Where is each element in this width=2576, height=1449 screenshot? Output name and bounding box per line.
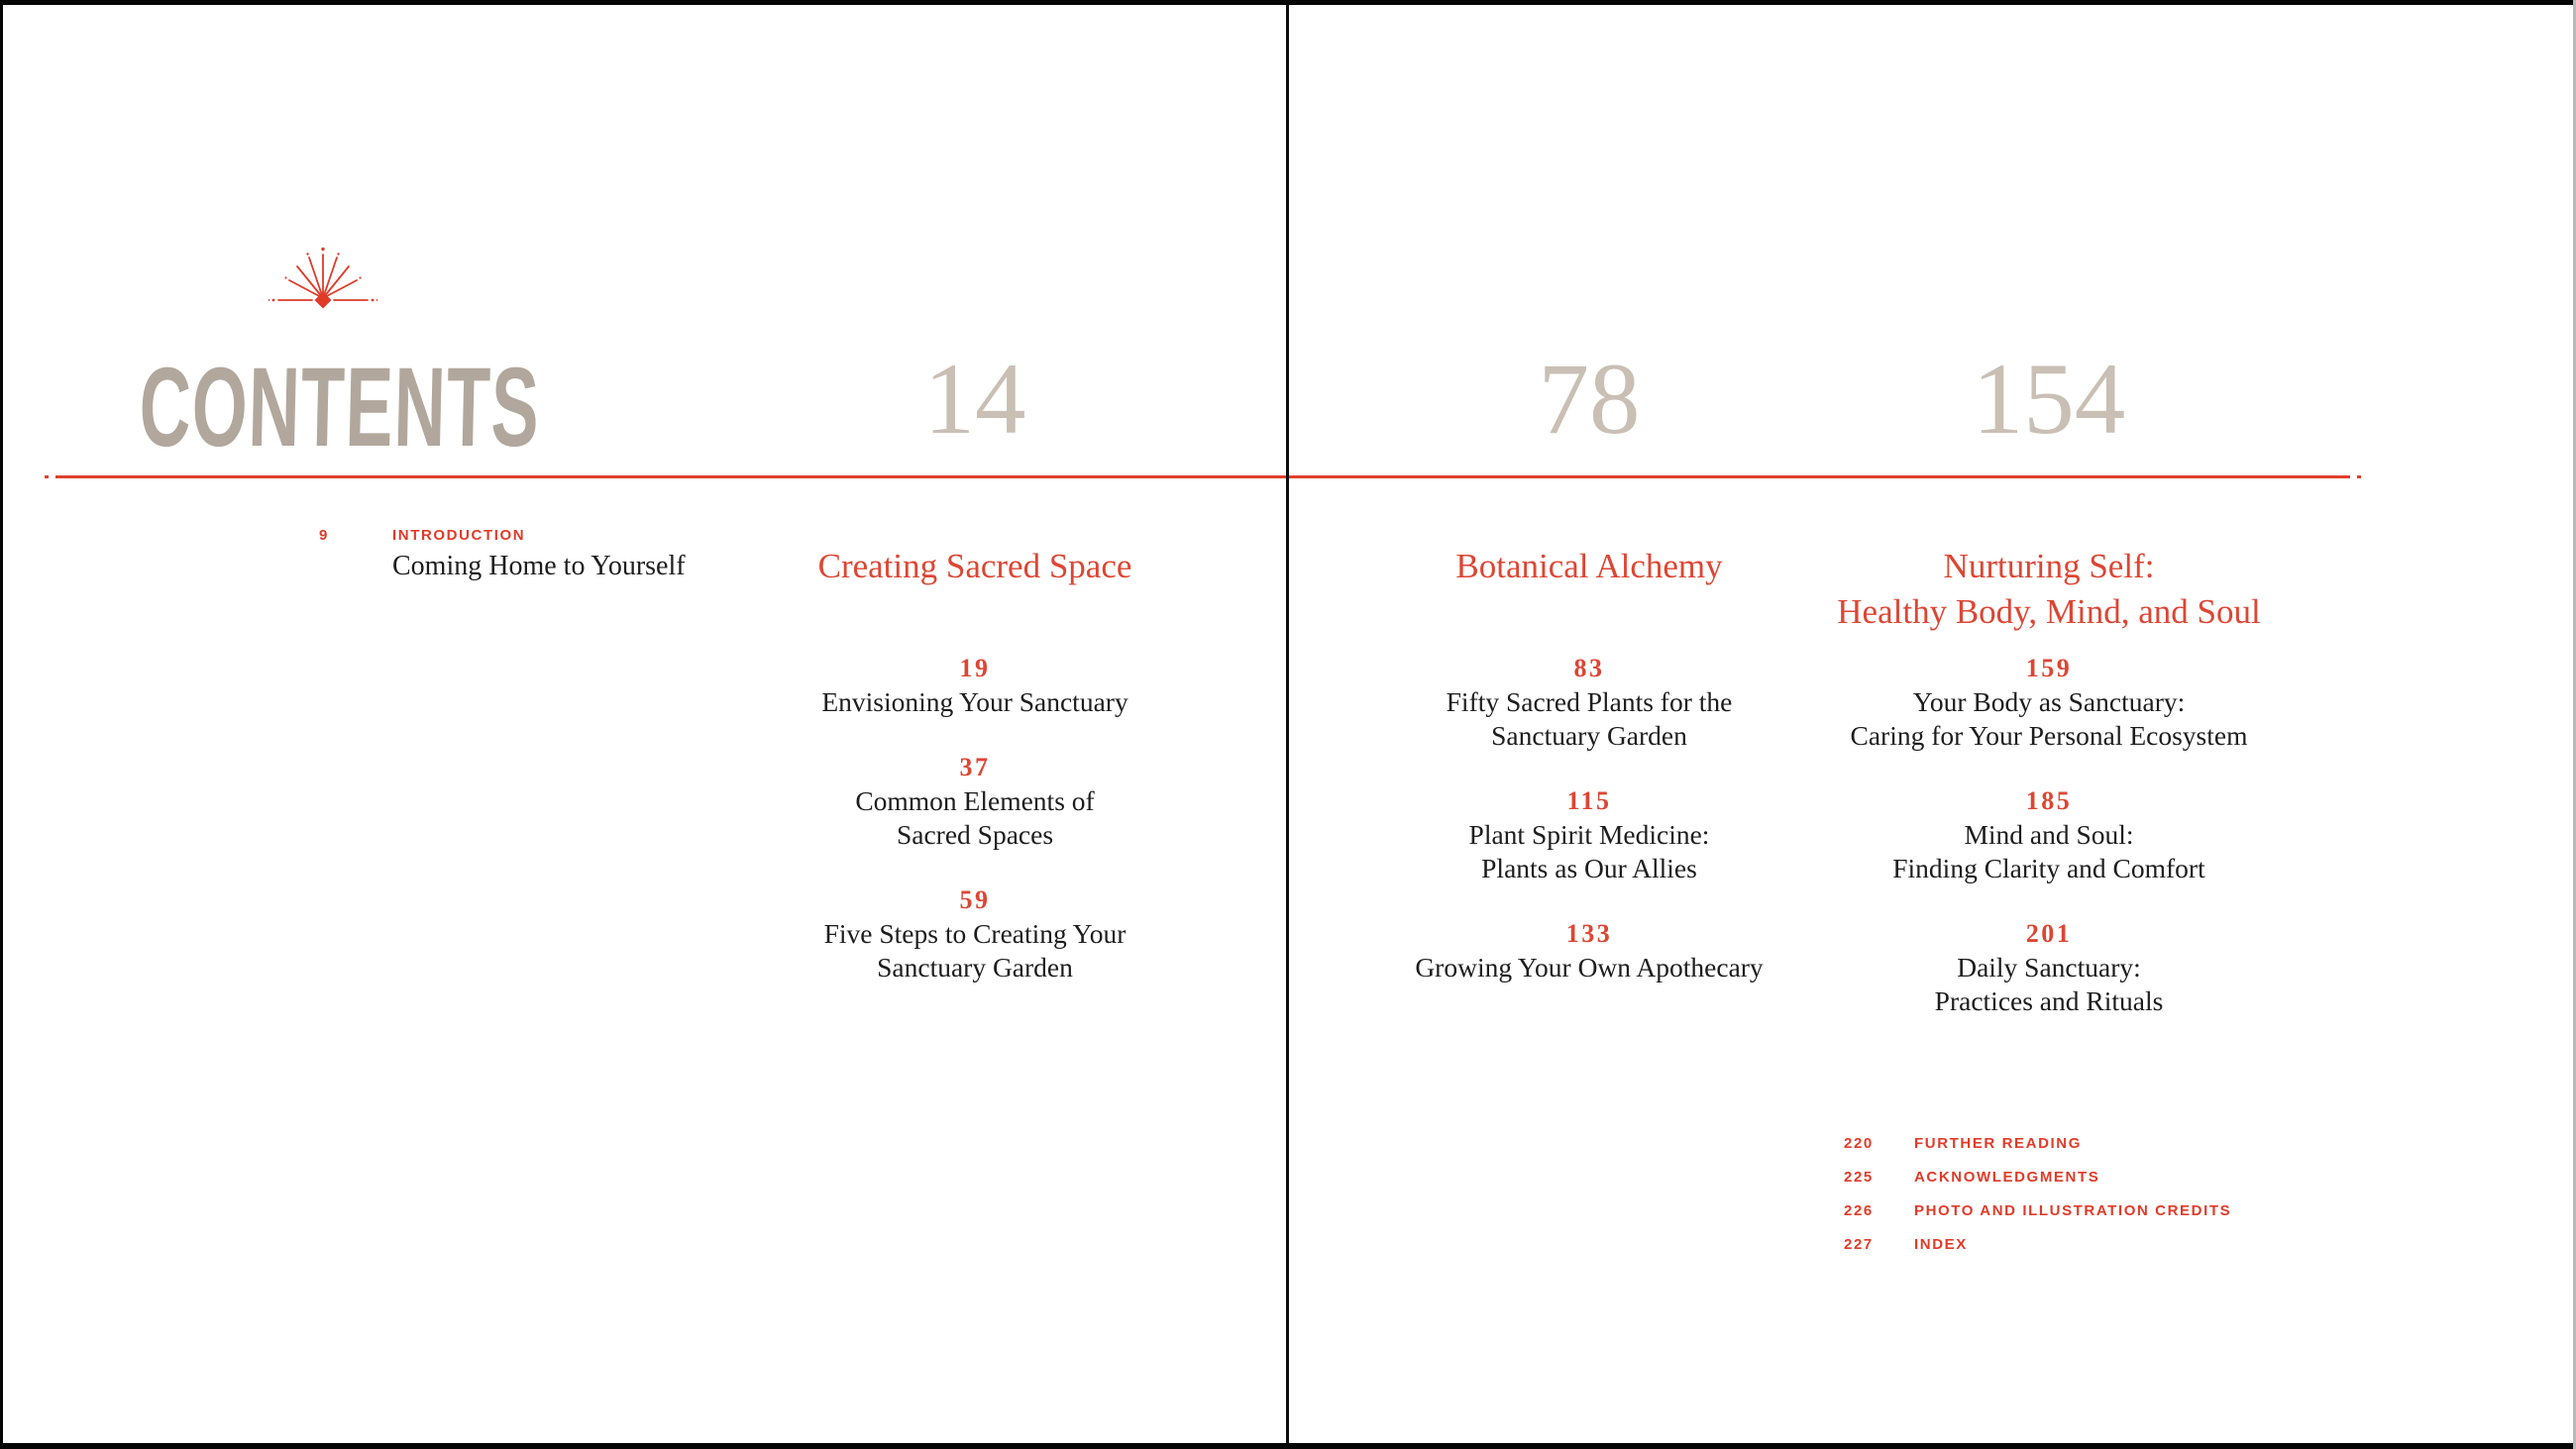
entry-title-line: Sanctuary Garden bbox=[877, 952, 1073, 983]
entry-page-number: 59 bbox=[959, 885, 991, 914]
chapter-entries: 83 Fifty Sacred Plants for the Sanctuary G… bbox=[1272, 652, 1906, 1016]
intro-title: Coming Home to Yourself bbox=[392, 551, 686, 581]
entry-title-line: Caring for Your Personal Ecosystem bbox=[1850, 720, 2248, 751]
scan-edge-right bbox=[2573, 0, 2576, 1449]
sunburst-icon bbox=[268, 247, 378, 309]
scan-edge-top bbox=[0, 0, 2576, 5]
entry-page-number: 115 bbox=[1566, 786, 1612, 815]
entry-title-line: Plants as Our Allies bbox=[1481, 853, 1697, 883]
scan-edge-left bbox=[0, 0, 3, 1449]
chapter-title-line: Creating Sacred Space bbox=[817, 547, 1132, 585]
chapter-number: 14 bbox=[923, 343, 1026, 456]
chapter-title-line: Nurturing Self: bbox=[1943, 547, 2155, 585]
chapter-number: 154 bbox=[1972, 343, 2126, 456]
backmatter-page-number: 226 bbox=[1844, 1202, 1874, 1219]
toc-entry: 115 Plant Spirit Medicine: Plants as Our A… bbox=[1272, 784, 1906, 885]
toc-entry: 201 Daily Sanctuary: Practices and Rituals bbox=[1732, 917, 2366, 1018]
backmatter-page-number: 225 bbox=[1844, 1169, 1874, 1186]
entry-title-line: Practices and Rituals bbox=[1934, 985, 2164, 1016]
entry-page-number: 37 bbox=[959, 753, 991, 781]
chapter-column: Botanical Alchemy bbox=[1272, 544, 1906, 589]
toc-entry: 185 Mind and Soul: Finding Clarity and Com… bbox=[1732, 784, 2366, 885]
toc-entry: 133 Growing Your Own Apothecary bbox=[1272, 917, 1906, 984]
entry-page-number: 19 bbox=[959, 654, 991, 682]
chapter-title: Creating Sacred Space bbox=[658, 544, 1292, 589]
backmatter-page-number: 220 bbox=[1844, 1135, 1874, 1152]
backmatter-label: ACKNOWLEDGMENTS bbox=[1914, 1169, 2100, 1186]
entry-title-line: Plant Spirit Medicine: bbox=[1468, 819, 1710, 850]
backmatter-row: 227 INDEX bbox=[1844, 1236, 2231, 1270]
backmatter-row: 225 ACKNOWLEDGMENTS bbox=[1844, 1169, 2231, 1202]
scan-edge-bottom bbox=[0, 1443, 2576, 1449]
entry-title-line: Daily Sanctuary: bbox=[1957, 952, 2141, 983]
entry-page-number: 201 bbox=[2025, 919, 2073, 948]
entry-title-line: Fifty Sacred Plants for the bbox=[1446, 686, 1733, 717]
backmatter-label: FURTHER READING bbox=[1914, 1135, 2082, 1152]
chapter-title-line: Botanical Alchemy bbox=[1455, 547, 1723, 585]
chapter-title: Botanical Alchemy bbox=[1272, 544, 1906, 589]
page-gutter-line bbox=[1286, 0, 1289, 1449]
toc-entry: 159 Your Body as Sanctuary: Caring for You… bbox=[1732, 652, 2366, 753]
backmatter-row: 220 FURTHER READING bbox=[1844, 1135, 2231, 1169]
toc-entry: 83 Fifty Sacred Plants for the Sanctuary G… bbox=[1272, 652, 1906, 753]
toc-entry: 19 Envisioning Your Sanctuary bbox=[658, 652, 1292, 719]
page-title: CONTENTS bbox=[138, 345, 542, 471]
backmatter-list: 220 FURTHER READING 225 ACKNOWLEDGMENTS 226 P… bbox=[1844, 1135, 2231, 1270]
chapter-title: Nurturing Self: Healthy Body, Mind, and S… bbox=[1732, 544, 2366, 635]
entry-title-line: Common Elements of bbox=[855, 785, 1095, 816]
entry-title-line: Finding Clarity and Comfort bbox=[1892, 853, 2205, 883]
backmatter-label: INDEX bbox=[1914, 1236, 1968, 1253]
backmatter-label: PHOTO AND ILLUSTRATION CREDITS bbox=[1914, 1202, 2232, 1219]
chapter-title-line: Healthy Body, Mind, and Soul bbox=[1837, 592, 2261, 631]
backmatter-page-number: 227 bbox=[1844, 1236, 1874, 1253]
chapter-column: Nurturing Self: Healthy Body, Mind, and S… bbox=[1732, 544, 2366, 635]
intro-label: INTRODUCTION bbox=[392, 527, 526, 544]
chapter-entries: 19 Envisioning Your Sanctuary 37 Common Ele… bbox=[658, 652, 1292, 1016]
entry-title-line: Sanctuary Garden bbox=[1491, 720, 1687, 751]
toc-entry: 37 Common Elements of Sacred Spaces bbox=[658, 751, 1292, 852]
entry-page-number: 133 bbox=[1565, 919, 1613, 948]
entry-title-line: Growing Your Own Apothecary bbox=[1415, 952, 1764, 983]
entry-title-line: Mind and Soul: bbox=[1964, 819, 2134, 850]
intro-page-number: 9 bbox=[319, 527, 329, 544]
entry-title-line: Five Steps to Creating Your bbox=[823, 918, 1127, 949]
header-divider-rule bbox=[45, 475, 2361, 478]
chapter-number: 78 bbox=[1538, 343, 1641, 456]
entry-title-line: Sacred Spaces bbox=[896, 819, 1054, 850]
toc-entry: 59 Five Steps to Creating Your Sanctuary G… bbox=[658, 883, 1292, 984]
entry-title-line: Envisioning Your Sanctuary bbox=[821, 686, 1128, 717]
entry-title-line: Your Body as Sanctuary: bbox=[1912, 686, 2186, 717]
chapter-entries: 159 Your Body as Sanctuary: Caring for You… bbox=[1732, 652, 2366, 1050]
backmatter-row: 226 PHOTO AND ILLUSTRATION CREDITS bbox=[1844, 1202, 2231, 1236]
entry-page-number: 185 bbox=[2025, 786, 2073, 815]
entry-page-number: 159 bbox=[2025, 654, 2073, 682]
entry-page-number: 83 bbox=[1573, 654, 1605, 682]
chapter-column: Creating Sacred Space bbox=[658, 544, 1292, 589]
